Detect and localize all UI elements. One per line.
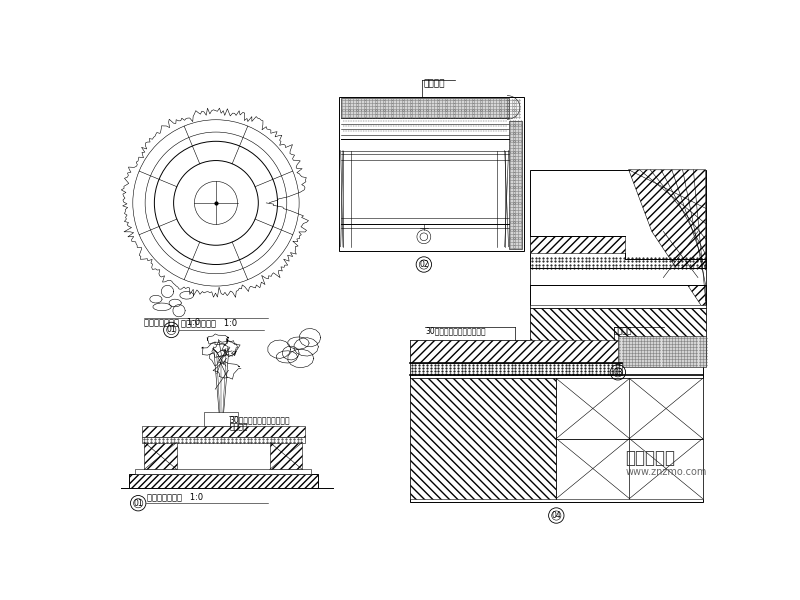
Bar — [556, 379, 630, 439]
Text: 圆形沙发立面图   1:0: 圆形沙发立面图 1:0 — [147, 493, 203, 502]
Bar — [410, 379, 556, 499]
Bar — [509, 121, 522, 249]
Text: 01: 01 — [166, 325, 176, 334]
Text: www.znzmo.com: www.znzmo.com — [626, 467, 707, 478]
Bar — [530, 268, 706, 285]
Bar — [410, 340, 702, 502]
Bar — [270, 442, 302, 469]
Bar — [341, 98, 509, 118]
Bar — [618, 336, 706, 367]
Text: 知末资料库: 知末资料库 — [626, 449, 675, 467]
Bar — [142, 437, 305, 443]
Text: 04: 04 — [551, 511, 561, 520]
Text: 30厚大理石台巾（黑金沙）: 30厚大理石台巾（黑金沙） — [230, 415, 290, 424]
Bar — [142, 426, 305, 437]
Bar — [630, 439, 702, 499]
Bar — [129, 474, 318, 488]
Text: 圆形沙发平面图   1:0: 圆形沙发平面图 1:0 — [144, 317, 201, 326]
Text: 软包坐皮: 软包坐皮 — [424, 80, 446, 89]
Text: 30厚大理石台巾（黑金沙）: 30厚大理石台巾（黑金沙） — [426, 326, 486, 335]
Bar — [530, 170, 706, 358]
Text: 圆形沙发立面图   1:0: 圆形沙发立面图 1:0 — [182, 319, 238, 328]
Text: 软包坐皮: 软包坐皮 — [614, 326, 633, 335]
Text: 03: 03 — [613, 368, 622, 377]
Bar — [135, 469, 311, 474]
Bar — [339, 97, 524, 251]
Bar — [205, 412, 238, 426]
Bar — [556, 439, 630, 499]
Polygon shape — [629, 170, 706, 312]
Bar — [410, 340, 622, 363]
Bar — [530, 308, 706, 358]
Bar — [144, 437, 302, 442]
Text: 软包坐皮: 软包坐皮 — [230, 422, 248, 431]
Bar — [630, 379, 702, 439]
Bar — [530, 236, 625, 253]
Bar — [144, 442, 177, 469]
Bar — [530, 305, 706, 308]
Text: 01: 01 — [134, 499, 143, 508]
Text: 02: 02 — [419, 260, 429, 269]
Bar — [410, 363, 622, 376]
